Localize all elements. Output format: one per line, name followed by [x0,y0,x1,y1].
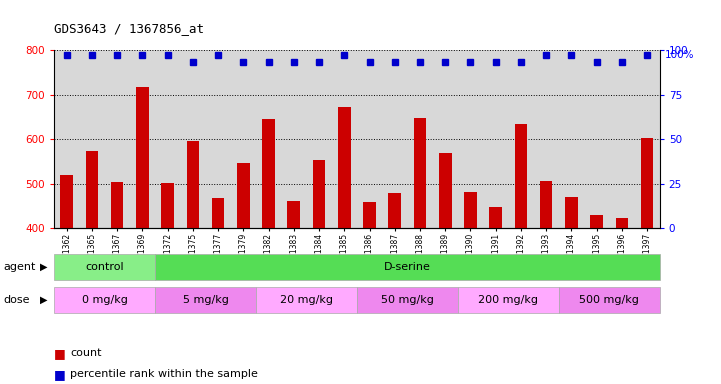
Bar [565,197,578,228]
Text: 500 mg/kg: 500 mg/kg [579,295,640,305]
Bar [641,138,653,228]
Text: control: control [85,262,124,272]
Text: count: count [70,348,102,358]
Bar [559,287,660,313]
Text: D-serine: D-serine [384,262,431,272]
Bar [111,182,123,228]
Text: ▶: ▶ [40,262,47,272]
Bar [439,154,451,228]
Text: 0 mg/kg: 0 mg/kg [81,295,128,305]
Bar [515,124,527,228]
Text: 100%: 100% [665,50,695,60]
Text: ■: ■ [54,368,66,381]
Bar [363,202,376,228]
Bar [61,175,73,228]
Bar [54,254,155,280]
Text: percentile rank within the sample: percentile rank within the sample [70,369,258,379]
Text: ▶: ▶ [40,295,47,305]
Text: GDS3643 / 1367856_at: GDS3643 / 1367856_at [54,22,204,35]
Text: 50 mg/kg: 50 mg/kg [381,295,434,305]
Bar [212,198,224,228]
Text: agent: agent [4,262,36,272]
Bar [237,163,249,228]
Text: dose: dose [4,295,30,305]
Bar [262,119,275,228]
Bar [288,201,300,228]
Bar [357,287,458,313]
Text: 20 mg/kg: 20 mg/kg [280,295,333,305]
Bar [338,107,350,228]
Bar [155,254,660,280]
Bar [490,207,502,228]
Text: 5 mg/kg: 5 mg/kg [182,295,229,305]
Bar [590,215,603,228]
Bar [540,181,552,228]
Bar [162,182,174,228]
Bar [256,287,357,313]
Bar [414,118,426,228]
Bar [313,160,325,228]
Bar [54,287,155,313]
Bar [136,86,149,228]
Bar [86,151,98,228]
Bar [187,141,199,228]
Bar [464,192,477,228]
Text: ■: ■ [54,347,66,360]
Bar [458,287,559,313]
Bar [155,287,256,313]
Bar [389,193,401,228]
Bar [616,218,628,228]
Text: 200 mg/kg: 200 mg/kg [478,295,539,305]
